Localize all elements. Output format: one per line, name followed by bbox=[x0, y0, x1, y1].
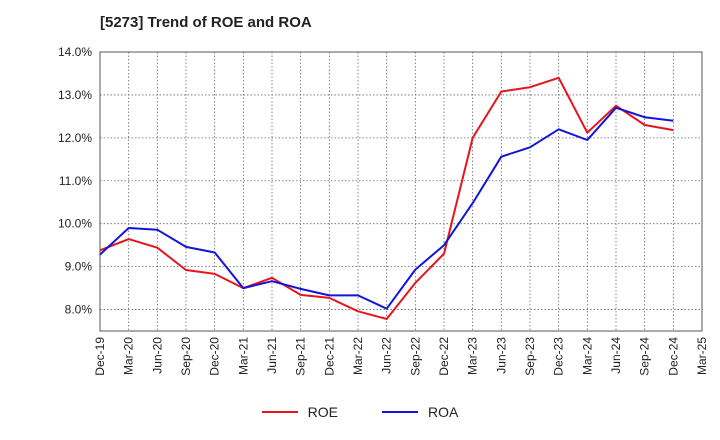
plot-area-frame bbox=[99, 51, 703, 332]
x-tick-label: Mar-24 bbox=[580, 337, 594, 375]
y-tick-label: 11.0% bbox=[59, 174, 92, 188]
series-line-roa bbox=[99, 106, 674, 310]
x-tick-label: Dec-22 bbox=[437, 337, 451, 376]
legend-label-roa: ROA bbox=[428, 404, 459, 420]
x-tick-label: Jun-20 bbox=[150, 337, 164, 374]
y-tick-label: 8.0% bbox=[65, 303, 93, 317]
y-axis-ticks: 8.0% 9.0% 10.0% 11.0% 12.0% 13.0% 14.0% bbox=[58, 45, 92, 317]
x-tick-label: Mar-25 bbox=[695, 337, 709, 375]
x-tick-label: Mar-21 bbox=[236, 337, 250, 375]
legend-swatch-roe bbox=[261, 411, 298, 413]
x-tick-label: Jun-21 bbox=[265, 337, 279, 374]
x-tick-label: Sep-21 bbox=[294, 337, 308, 376]
x-axis-ticks: Dec-19 Mar-20 Jun-20 Sep-20 Dec-20 Mar-21 Jun-… bbox=[93, 337, 709, 376]
grid-lines bbox=[100, 51, 702, 331]
x-tick-label: Dec-20 bbox=[208, 337, 222, 376]
legend-swatch-roa bbox=[382, 411, 418, 413]
x-tick-label: Dec-21 bbox=[322, 337, 336, 376]
x-tick-label: Sep-22 bbox=[408, 337, 422, 376]
chart-title: [5273] Trend of ROE and ROA bbox=[100, 14, 312, 31]
x-tick-label: Dec-19 bbox=[93, 337, 107, 376]
x-tick-label: Mar-23 bbox=[466, 337, 480, 375]
x-tick-label: Mar-22 bbox=[351, 337, 365, 375]
x-tick-label: Sep-23 bbox=[523, 337, 537, 376]
x-tick-label: Mar-20 bbox=[122, 337, 136, 375]
x-tick-label: Dec-24 bbox=[666, 337, 680, 376]
y-tick-label: 14.0% bbox=[58, 45, 92, 59]
y-tick-label: 10.0% bbox=[58, 217, 92, 231]
x-tick-label: Jun-24 bbox=[609, 337, 623, 374]
legend-item-roe: ROE bbox=[261, 404, 338, 420]
x-tick-label: Jun-22 bbox=[380, 337, 394, 374]
legend-label-roe: ROE bbox=[307, 404, 338, 420]
y-tick-label: 13.0% bbox=[58, 88, 92, 102]
legend: ROE ROA bbox=[0, 404, 720, 420]
series-line-roe bbox=[99, 76, 674, 320]
x-tick-label: Dec-23 bbox=[552, 337, 566, 376]
x-tick-label: Sep-24 bbox=[638, 337, 652, 376]
y-tick-label: 9.0% bbox=[65, 260, 93, 274]
legend-item-roa: ROA bbox=[382, 404, 458, 420]
x-tick-label: Sep-20 bbox=[179, 337, 193, 376]
series-lines bbox=[99, 76, 674, 320]
y-tick-label: 12.0% bbox=[58, 131, 92, 145]
x-tick-label: Jun-23 bbox=[494, 337, 508, 374]
